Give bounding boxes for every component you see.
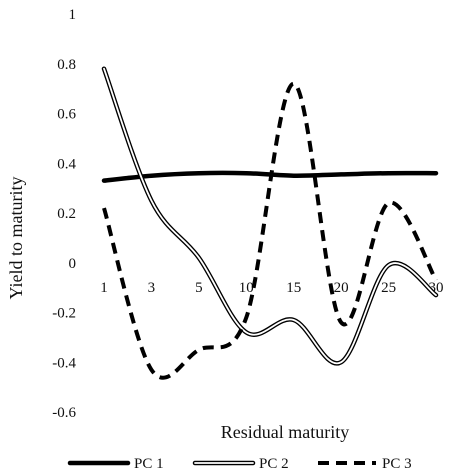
y-tick-label: -0.2 [52,306,76,322]
y-axis-title: Yield to maturity [6,177,26,300]
x-tick-label: 20 [334,280,349,296]
series-line-3 [102,81,438,380]
legend-label: PC 3 [382,456,412,472]
x-tick-label: 15 [286,280,301,296]
x-axis-ticks: 1 3 5 10 15 20 25 30 [100,280,443,296]
y-tick-label: 0.8 [57,57,76,73]
series-line-2 [101,66,439,366]
series-layer [101,66,439,380]
x-tick-label: 5 [195,280,203,296]
x-tick-label: 1 [100,280,108,296]
legend-label: PC 2 [259,456,289,472]
x-axis-title: Residual maturity [221,422,349,442]
y-tick-label: 0.4 [57,156,76,172]
legend: PC 1 PC 2 PC 3 [67,456,412,472]
y-axis-ticks: 1 0.8 0.6 0.4 0.2 0 -0.2 -0.4 -0.6 [52,7,76,421]
y-tick-label: 1 [69,7,77,23]
legend-label: PC 1 [134,456,164,472]
x-tick-label: 3 [148,280,156,296]
y-tick-label: -0.4 [52,355,76,371]
y-tick-label: -0.6 [52,405,76,421]
y-tick-label: 0.6 [57,107,76,123]
y-tick-label: 0.2 [57,206,76,222]
y-tick-label: 0 [69,256,77,272]
x-tick-label: 10 [239,280,254,296]
x-tick-label: 25 [381,280,396,296]
series-line-2-inner [103,67,437,365]
